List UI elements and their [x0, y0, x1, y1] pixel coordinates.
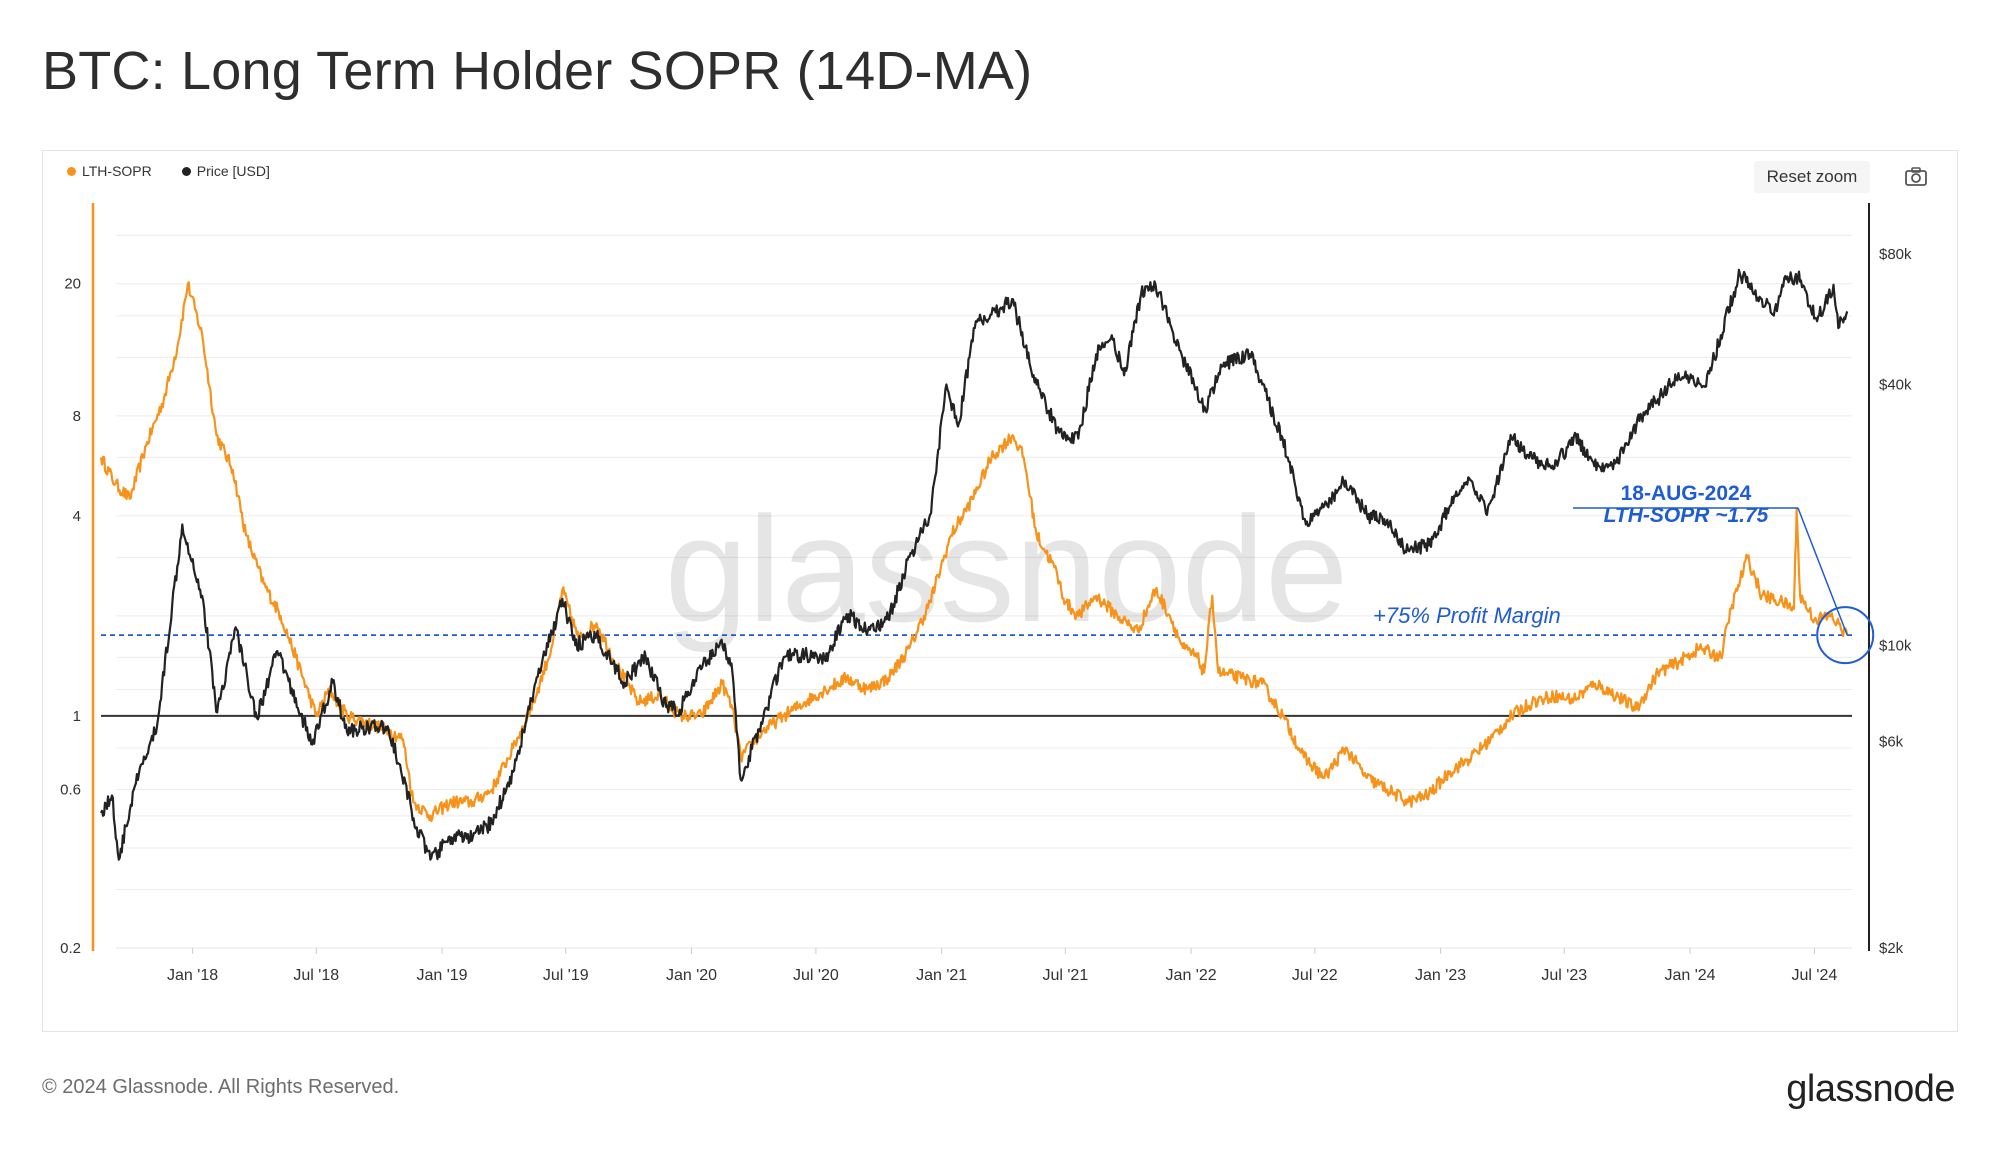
x-tick-label: Jul '22	[1292, 967, 1338, 984]
x-tick-label: Jul '24	[1792, 967, 1838, 984]
footer-copyright: © 2024 Glassnode. All Rights Reserved.	[42, 1076, 400, 1098]
legend-label-price: Price [USD]	[196, 163, 270, 179]
left-tick-label: 20	[64, 276, 81, 293]
right-tick-label: $6k	[1879, 733, 1904, 750]
right-tick-label: $10k	[1879, 637, 1912, 654]
series-line-price	[100, 268, 1849, 861]
left-tick-label: 0.2	[60, 940, 81, 957]
footer-logo: glassnode	[1786, 1068, 1955, 1110]
right-tick-label: $80k	[1879, 246, 1912, 263]
annotation-date: 18-AUG-2024	[1621, 482, 1752, 505]
reset-zoom-button[interactable]: Reset zoom	[1754, 161, 1870, 193]
x-tick-label: Jan '18	[167, 967, 218, 984]
right-tick-label: $2k	[1879, 940, 1904, 957]
x-tick-label: Jan '19	[416, 967, 467, 984]
x-axis-ticks: Jan '18 Jul '18 Jan '19 Jul '19 Jan '20 Jul '…	[167, 948, 1837, 984]
chart-plot[interactable]: glassnode 20 8 4 1 0.6 0.2 $80k $40k $10k $6k $2k Ja…	[43, 151, 1957, 1031]
x-tick-label: Jan '23	[1415, 967, 1466, 984]
chart-card: glassnode 20 8 4 1 0.6 0.2 $80k $40k $10k $6k $2k Ja…	[42, 150, 1958, 1032]
left-axis-ticks: 20 8 4 1 0.6 0.2	[60, 276, 81, 957]
x-tick-label: Jan '22	[1166, 967, 1217, 984]
legend-item-lth-sopr[interactable]: LTH-SOPR	[67, 163, 152, 179]
right-axis-ticks: $80k $40k $10k $6k $2k	[1879, 246, 1912, 957]
x-tick-label: Jul '23	[1541, 967, 1587, 984]
legend-dot-lth-sopr	[67, 166, 76, 176]
x-tick-label: Jul '19	[543, 967, 589, 984]
legend-dot-price	[181, 166, 191, 176]
left-tick-label: 0.6	[60, 782, 81, 799]
x-tick-label: Jul '21	[1042, 967, 1088, 984]
annotation-value: LTH-SOPR ~1.75	[1604, 504, 1769, 527]
page-title: BTC: Long Term Holder SOPR (14D-MA)	[42, 41, 1033, 101]
x-tick-label: Jan '24	[1664, 967, 1715, 984]
left-tick-label: 1	[73, 708, 81, 725]
annotation-circle	[1816, 606, 1875, 665]
chart-legend: LTH-SOPR Price [USD]	[67, 163, 270, 179]
camera-icon[interactable]	[1903, 164, 1929, 190]
watermark: glassnode	[665, 485, 1349, 653]
legend-label-lth-sopr: LTH-SOPR	[82, 163, 152, 179]
right-tick-label: $40k	[1879, 377, 1912, 394]
left-tick-label: 8	[73, 408, 81, 425]
legend-item-price[interactable]: Price [USD]	[181, 163, 270, 179]
x-tick-label: Jul '18	[293, 967, 339, 984]
x-tick-label: Jan '21	[916, 967, 967, 984]
profit-margin-label: +75% Profit Margin	[1373, 603, 1561, 628]
x-tick-label: Jan '20	[666, 967, 717, 984]
series-line-lth-sopr	[99, 281, 1849, 823]
x-tick-label: Jul '20	[793, 967, 839, 984]
annotation-pointer	[1797, 507, 1848, 636]
left-tick-label: 4	[73, 508, 81, 525]
